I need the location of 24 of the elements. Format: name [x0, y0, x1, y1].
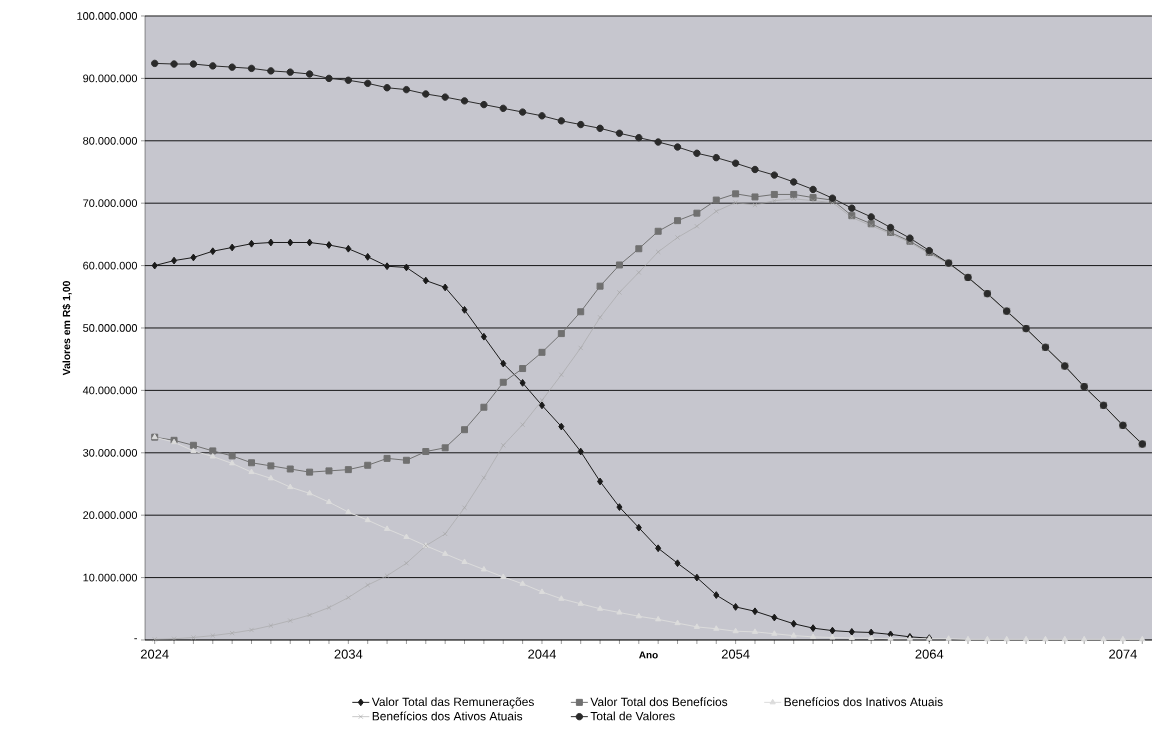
- y-tick-label: 90.000.000: [83, 74, 138, 83]
- legend-label: Valor Total dos Benefícios: [590, 697, 728, 707]
- x-tick-label: 2064: [915, 649, 944, 659]
- x-tick-label: 2054: [721, 649, 750, 659]
- y-axis-title: Valores em R$ 1,00: [62, 281, 72, 376]
- y-tick-label: -: [134, 638, 137, 640]
- x-tick-label: 2044: [528, 649, 557, 659]
- y-tick-label: 10.000.000: [83, 573, 138, 582]
- y-tick-label: 40.000.000: [82, 386, 138, 395]
- legend-label: Valor Total das Remunerações: [371, 697, 534, 709]
- y-tick-label: 100.000.000: [77, 12, 138, 20]
- x-axis-title: Ano: [639, 651, 658, 659]
- x-tick-label: 2034: [334, 649, 363, 659]
- legend-label: Total de Valores: [590, 711, 675, 721]
- legend-label: Benefícios dos Ativos Atuais: [372, 711, 523, 721]
- y-tick-label: 80.000.000: [83, 136, 138, 145]
- y-tick-label: 60.000.000: [83, 261, 138, 270]
- legend-label: Benefícios dos Inativos Atuais: [784, 697, 943, 707]
- x-tick-label: 2024: [140, 649, 169, 659]
- y-tick-label: 70.000.000: [83, 199, 138, 208]
- y-tick-label: 50.000.000: [83, 324, 138, 332]
- y-tick-label: 30.000.000: [83, 448, 138, 457]
- x-tick-label: 2074: [1109, 649, 1137, 659]
- y-tick-label: 20.000.000: [83, 511, 138, 520]
